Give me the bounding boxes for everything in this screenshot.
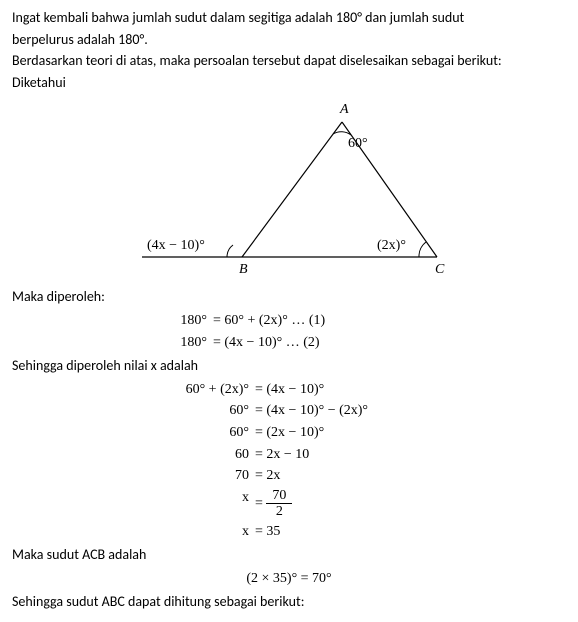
eq1-r1-rhs: = 60° + (2x)° … (1) bbox=[207, 311, 325, 331]
eq2-r5-lhs: 70 bbox=[154, 466, 249, 486]
eq1-r2-lhs: 180° bbox=[167, 333, 207, 353]
eq2-r2-rhs: = (4x − 10)° − (2x)° bbox=[249, 401, 368, 421]
eq2-r6-rhs: = 702 bbox=[249, 488, 292, 520]
eq2-r7-lhs: x bbox=[154, 522, 249, 542]
eq2-row3: 60° = (2x − 10)° bbox=[154, 423, 566, 443]
angle-a-arc bbox=[333, 132, 351, 135]
angle-c-arc bbox=[419, 242, 426, 257]
vertex-b-label: B bbox=[239, 262, 248, 278]
eq3-row1: (2 × 35)° = 70° bbox=[12, 569, 566, 589]
heading-4: Sehingga sudut ABC dapat dihitung sebaga… bbox=[12, 592, 566, 612]
eq1-row1: 180° = 60° + (2x)° … (1) bbox=[167, 311, 566, 331]
intro-line-1: Ingat kembali bahwa jumlah sudut dalam s… bbox=[12, 8, 566, 28]
vertex-a-label: A bbox=[340, 102, 349, 118]
eq1-row2: 180° = (4x − 10)° … (2) bbox=[167, 333, 566, 353]
eq3-r1: (2 × 35)° = 70° bbox=[246, 569, 331, 589]
eq2-row2: 60° = (4x − 10)° − (2x)° bbox=[154, 401, 566, 421]
eq2-r5-rhs: = 2x bbox=[249, 466, 280, 486]
eq2-r7-rhs: = 35 bbox=[249, 522, 280, 542]
angle-ext-arc bbox=[227, 245, 233, 257]
heading-2: Sehingga diperoleh nilai x adalah bbox=[12, 356, 566, 376]
eq1-r1-lhs: 180° bbox=[167, 311, 207, 331]
eq2-row7: x = 35 bbox=[154, 522, 566, 542]
heading-1: Maka diperoleh: bbox=[12, 287, 566, 307]
equation-block-1: 180° = 60° + (2x)° … (1) 180° = (4x − 10… bbox=[12, 311, 566, 352]
intro-line-4: Diketahui bbox=[12, 73, 566, 93]
eq2-row1: 60° + (2x)° = (4x − 10)° bbox=[154, 380, 566, 400]
eq2-r1-rhs: = (4x − 10)° bbox=[249, 380, 324, 400]
eq2-r4-lhs: 60 bbox=[154, 445, 249, 465]
eq2-r6-eq: = bbox=[255, 496, 266, 511]
angle-c-label: (2x)° bbox=[377, 238, 406, 254]
triangle-figure: A B C 60° (4x − 10)° (2x)° bbox=[132, 102, 482, 277]
eq2-r6-frac: 702 bbox=[266, 488, 292, 520]
eq2-r6-den: 2 bbox=[266, 504, 292, 519]
eq2-row6: x = 702 bbox=[154, 488, 566, 520]
angle-a-label: 60° bbox=[348, 136, 368, 152]
side-ab bbox=[242, 122, 342, 257]
eq2-r6-num: 70 bbox=[266, 488, 292, 504]
eq1-r2-rhs: = (4x − 10)° … (2) bbox=[207, 333, 320, 353]
intro-line-2: berpelurus adalah 180°. bbox=[12, 30, 566, 50]
eq2-r2-lhs: 60° bbox=[154, 401, 249, 421]
eq2-r3-rhs: = (2x − 10)° bbox=[249, 423, 324, 443]
eq2-r1-lhs: 60° + (2x)° bbox=[154, 380, 249, 400]
eq2-row4: 60 = 2x − 10 bbox=[154, 445, 566, 465]
intro-line-3: Berdasarkan teori di atas, maka persoala… bbox=[12, 51, 566, 71]
equation-block-2: 60° + (2x)° = (4x − 10)° 60° = (4x − 10)… bbox=[12, 380, 566, 541]
eq2-r4-rhs: = 2x − 10 bbox=[249, 445, 309, 465]
equation-block-3: (2 × 35)° = 70° bbox=[12, 569, 566, 589]
ext-angle-label: (4x − 10)° bbox=[147, 238, 205, 254]
eq2-r6-lhs: x bbox=[154, 488, 249, 520]
eq2-r3-lhs: 60° bbox=[154, 423, 249, 443]
vertex-c-label: C bbox=[435, 262, 444, 278]
eq2-row5: 70 = 2x bbox=[154, 466, 566, 486]
heading-3: Maka sudut ACB adalah bbox=[12, 545, 566, 565]
